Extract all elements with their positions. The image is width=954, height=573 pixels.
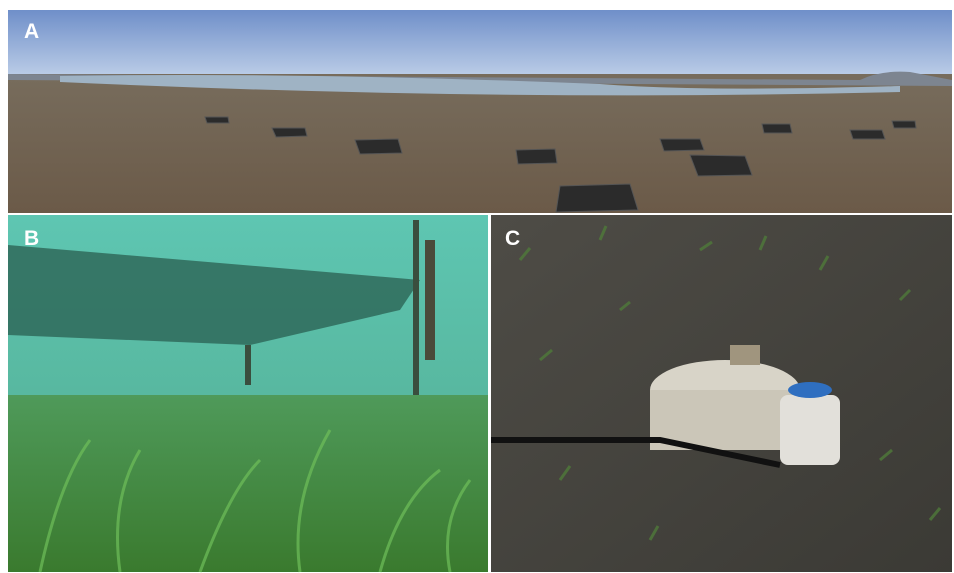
panel-b (8, 215, 488, 573)
cages (204, 116, 917, 213)
sky (8, 10, 952, 74)
panel-label: B (24, 227, 39, 250)
blades (38, 429, 472, 573)
post (425, 240, 435, 360)
water (60, 75, 900, 96)
sensor-cap (780, 395, 840, 465)
panel-label: A (24, 20, 39, 43)
seagrass (8, 395, 488, 572)
hills (8, 71, 952, 86)
bracket (730, 345, 760, 365)
panel-c (491, 215, 952, 572)
sensor-blue (788, 382, 832, 398)
post (245, 345, 251, 385)
panel-label: C (505, 227, 520, 250)
cable (491, 437, 781, 468)
panel-a (8, 10, 952, 213)
grass (518, 225, 942, 541)
sensor-body (650, 390, 800, 450)
cage-mesh (8, 245, 420, 345)
post (413, 220, 419, 410)
